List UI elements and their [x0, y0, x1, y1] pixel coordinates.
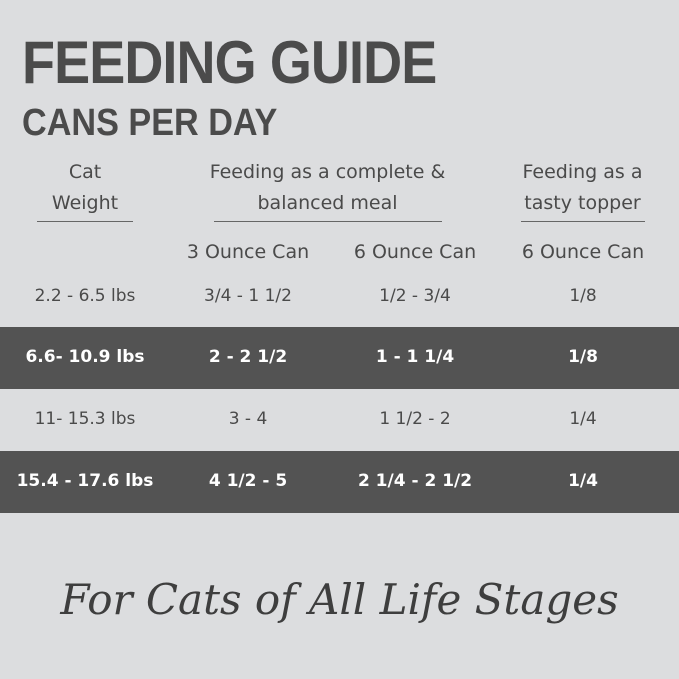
- subtitle: CANS PER DAY: [22, 102, 278, 144]
- table-cell: 1/4: [569, 409, 597, 429]
- sub-header: 3 Ounce Can: [186, 241, 310, 263]
- table-cell: 11- 15.3 lbs: [34, 409, 136, 429]
- table-cell: 1/8: [569, 286, 597, 306]
- table-cell: 15.4 - 17.6 lbs: [16, 471, 154, 491]
- table-cell: 2.2 - 6.5 lbs: [34, 286, 136, 306]
- column-header: Feeding as a complete &: [209, 161, 446, 183]
- sub-header: 6 Ounce Can: [353, 241, 477, 263]
- table-cell: 3 - 4: [228, 409, 268, 429]
- column-header: balanced meal: [257, 192, 398, 214]
- header-underline: [37, 221, 133, 222]
- tagline: For Cats of All Life Stages: [60, 575, 619, 624]
- sub-header: 6 Ounce Can: [521, 241, 645, 263]
- title: FEEDING GUIDE: [22, 29, 437, 96]
- table-cell: 1 - 1 1/4: [375, 347, 455, 367]
- header-underline: [520, 221, 645, 222]
- table-cell: 1/4: [568, 471, 598, 491]
- table-cell: 4 1/2 - 5: [208, 471, 288, 491]
- table-cell: 2 1/4 - 2 1/2: [357, 471, 473, 491]
- row-band: [0, 327, 679, 389]
- column-header: Weight: [51, 192, 119, 214]
- header-underline: [213, 221, 442, 222]
- table-cell: 1/2 - 3/4: [379, 286, 451, 306]
- table-cell: 6.6- 10.9 lbs: [25, 347, 145, 367]
- table-cell: 2 - 2 1/2: [208, 347, 288, 367]
- column-header: Feeding as a: [522, 161, 643, 183]
- table-cell: 3/4 - 1 1/2: [204, 286, 292, 306]
- column-header: Cat: [68, 161, 102, 183]
- row-band: [0, 451, 679, 513]
- table-cell: 1 1/2 - 2: [379, 409, 451, 429]
- column-header: tasty topper: [524, 192, 641, 214]
- table-cell: 1/8: [568, 347, 598, 367]
